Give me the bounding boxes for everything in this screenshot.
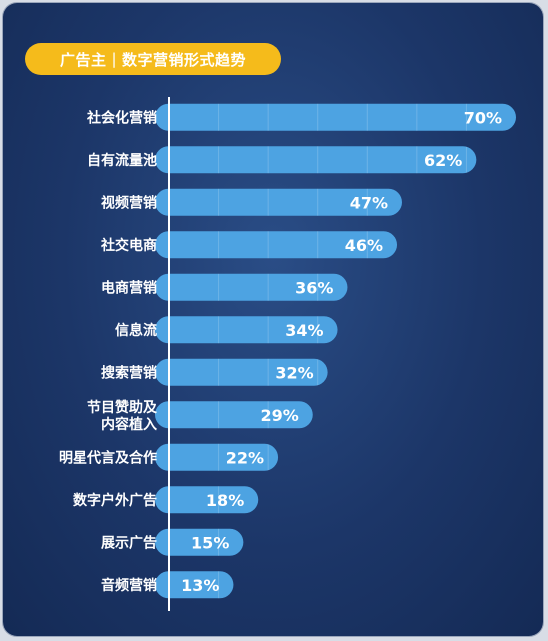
category-label: 展示广告 <box>101 534 157 551</box>
data-label: 70% <box>464 108 502 127</box>
bar <box>155 358 328 386</box>
bar <box>155 571 234 599</box>
title-advertiser: 广告主 <box>59 50 107 69</box>
category-label: 社会化营销 <box>86 109 157 126</box>
bar <box>155 443 279 471</box>
category-label: 搜索营销 <box>101 364 157 381</box>
category-label: 信息流 <box>115 322 157 339</box>
title-separator: | <box>111 50 118 68</box>
bar <box>155 146 477 174</box>
category-label: 明星代言及合作 <box>59 449 157 466</box>
bar <box>155 103 516 131</box>
bar <box>155 231 398 259</box>
data-label: 46% <box>345 236 383 255</box>
bar <box>155 528 244 556</box>
data-label: 22% <box>226 448 264 467</box>
category-label: 电商营销 <box>101 279 157 296</box>
category-label: 社交电商 <box>100 237 157 254</box>
data-label: 32% <box>275 363 313 382</box>
category-label: 视频营销 <box>101 194 157 211</box>
data-label: 29% <box>260 406 298 425</box>
data-label: 15% <box>191 533 229 552</box>
data-label: 36% <box>295 278 333 297</box>
chart-title: 广告主 | 数字营销形式趋势 <box>25 43 281 75</box>
data-label: 47% <box>350 193 388 212</box>
bar <box>155 188 402 216</box>
category-label: 节目赞助及内容植入 <box>87 399 158 433</box>
data-label: 18% <box>206 491 244 510</box>
bar <box>155 316 338 344</box>
category-label: 数字户外广告 <box>73 492 157 509</box>
data-label: 13% <box>181 576 219 595</box>
data-label: 62% <box>424 151 462 170</box>
category-label: 音频营销 <box>101 577 157 594</box>
bar <box>155 486 259 514</box>
bar <box>155 401 313 429</box>
bar <box>155 273 348 301</box>
category-label: 自有流量池 <box>87 152 157 169</box>
title-topic: 数字营销形式趋势 <box>122 50 247 69</box>
data-label: 34% <box>285 321 323 340</box>
